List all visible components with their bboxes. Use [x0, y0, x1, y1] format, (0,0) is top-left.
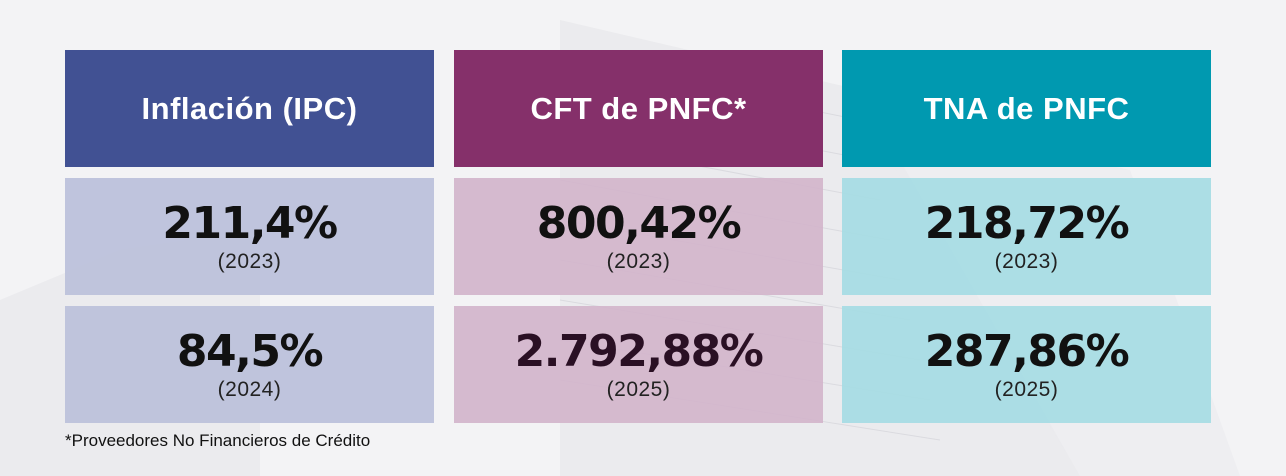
cft-cell-2025: 2.792,88% (2025)	[454, 306, 823, 423]
cft-value-2025: 2.792,88%	[514, 325, 764, 377]
inflation-year-2024: (2024)	[217, 377, 282, 401]
footnote: *Proveedores No Financieros de Crédito	[65, 431, 371, 450]
cft-column: CFT de PNFC* 800,42% (2023) 2.792,88% (2…	[454, 50, 823, 423]
cft-year-2023: (2023)	[606, 249, 671, 273]
tna-cell-2025: 287,86% (2025)	[842, 306, 1211, 423]
tna-column: TNA de PNFC 218,72% (2023) 287,86% (2025…	[842, 50, 1211, 423]
tna-year-2023: (2023)	[994, 249, 1059, 273]
tna-header: TNA de PNFC	[842, 50, 1211, 167]
tna-year-2025: (2025)	[994, 377, 1059, 401]
cft-cell-2023: 800,42% (2023)	[454, 178, 823, 295]
inflation-year-2023: (2023)	[217, 249, 282, 273]
inflation-cell-2024: 84,5% (2024)	[65, 306, 434, 423]
tna-value-2025: 287,86%	[924, 325, 1130, 377]
inflation-value-2024: 84,5%	[176, 325, 324, 377]
tna-value-2023: 218,72%	[924, 197, 1130, 249]
cft-header: CFT de PNFC*	[454, 50, 823, 167]
inflation-value-2023: 211,4%	[162, 197, 338, 249]
cft-year-2025: (2025)	[606, 377, 671, 401]
tna-cell-2023: 218,72% (2023)	[842, 178, 1211, 295]
cft-value-2023: 800,42%	[536, 197, 742, 249]
inflation-cell-2023: 211,4% (2023)	[65, 178, 434, 295]
inflation-header: Inflación (IPC)	[65, 50, 434, 167]
inflation-column: Inflación (IPC) 211,4% (2023) 84,5% (202…	[65, 50, 434, 423]
